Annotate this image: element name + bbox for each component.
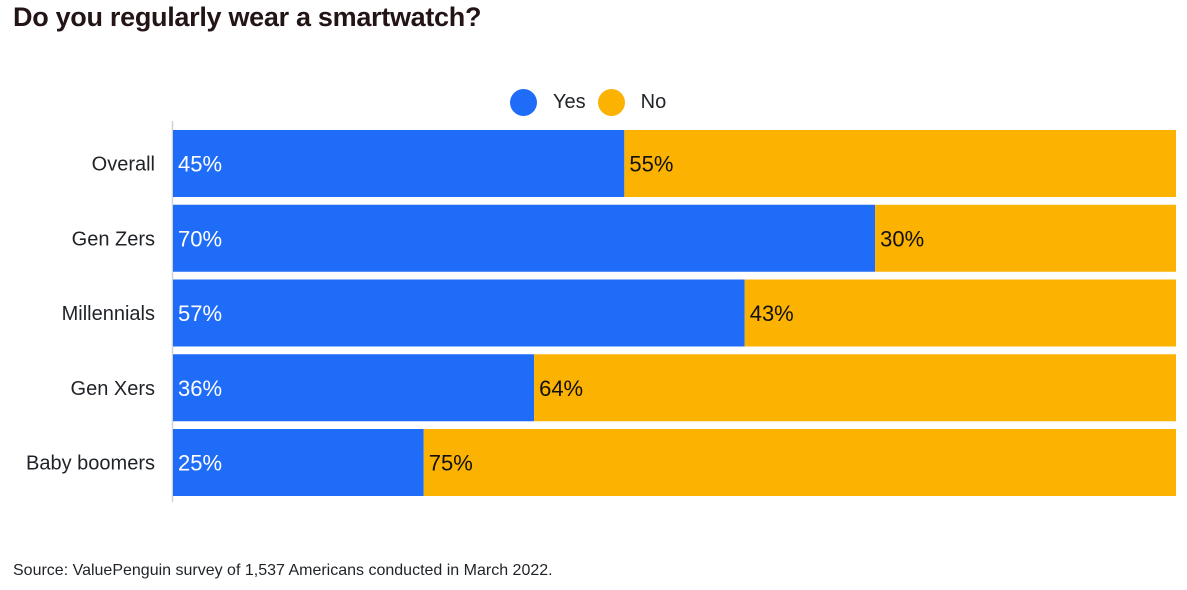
category-label-0: Overall <box>92 154 155 176</box>
legend-item-yes: Yes <box>510 89 586 116</box>
legend-swatch-no <box>597 89 625 116</box>
legend-item-no: No <box>597 89 667 116</box>
bar-no-0 <box>624 130 1176 197</box>
data-label-yes-0: 45% <box>178 152 222 177</box>
bar-yes-3 <box>173 354 535 422</box>
data-label-yes-2: 57% <box>178 301 222 326</box>
bar-no-4 <box>423 429 1176 496</box>
data-label-no-0: 55% <box>629 152 673 177</box>
bar-yes-1 <box>173 204 876 272</box>
bar-no-2 <box>744 279 1176 347</box>
chart-title: Do you regularly wear a smartwatch? <box>13 2 482 32</box>
legend-label-no: No <box>640 91 667 113</box>
category-label-1: Gen Zers <box>72 228 155 250</box>
bar-no-1 <box>875 204 1176 272</box>
bar-no-3 <box>534 354 1176 422</box>
legend: Yes No <box>510 89 678 116</box>
data-label-no-4: 75% <box>429 451 473 476</box>
bar-yes-2 <box>173 279 745 347</box>
legend-swatch-yes <box>510 89 537 116</box>
data-label-no-2: 43% <box>750 301 794 326</box>
source-note: Source: ValuePenguin survey of 1,537 Ame… <box>13 562 553 579</box>
bar-yes-4 <box>173 429 424 496</box>
bar-yes-0 <box>173 130 625 197</box>
category-label-3: Gen Xers <box>71 378 155 400</box>
category-label-4: Baby boomers <box>26 453 155 475</box>
data-label-no-1: 30% <box>880 226 924 251</box>
data-label-yes-1: 70% <box>178 226 222 251</box>
category-label-2: Millennials <box>62 303 155 325</box>
legend-label-yes: Yes <box>553 91 586 113</box>
data-label-yes-4: 25% <box>178 451 222 476</box>
data-label-no-3: 64% <box>539 376 583 401</box>
data-label-yes-3: 36% <box>178 376 222 401</box>
